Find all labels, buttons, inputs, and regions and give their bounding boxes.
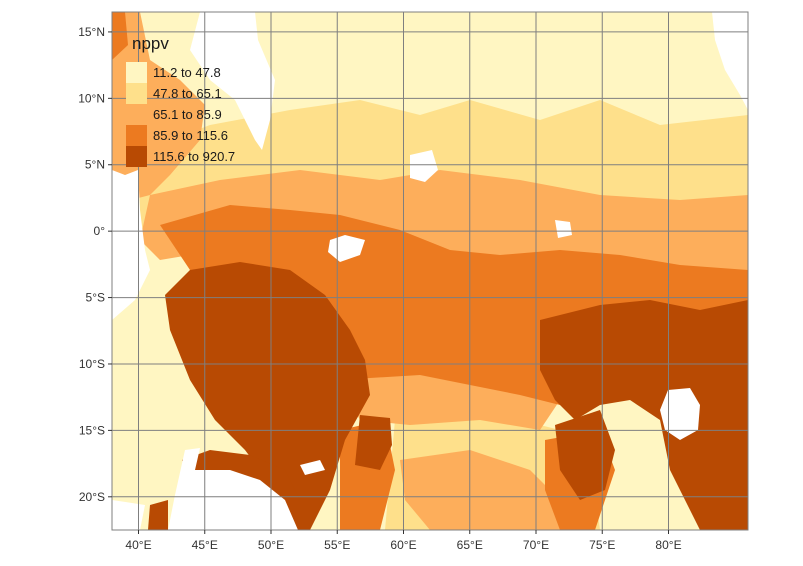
y-axis-tick-label: 15°S: [79, 423, 105, 437]
x-axis-tick-label: 50°E: [258, 538, 284, 552]
nppv-class-5-region: [355, 415, 392, 470]
map-axes: 40°E 45°E 50°E 55°E 60°E 65°E 70°E 75°E 80°E 15°N…: [78, 25, 681, 552]
legend-swatch: [126, 104, 147, 125]
chagos-land-mask: [555, 220, 572, 238]
legend-title: nppv: [132, 34, 169, 53]
x-axis-tick-label: 40°E: [125, 538, 151, 552]
x-axis-tick-label: 80°E: [655, 538, 681, 552]
legend-swatch: [126, 146, 147, 167]
x-axis-tick-label: 55°E: [324, 538, 350, 552]
nppv-class-4-region: [112, 12, 128, 60]
legend-item: 85.9 to 115.6: [126, 125, 235, 146]
legend-item: 65.1 to 85.9: [126, 104, 235, 125]
x-axis-tick-label: 65°E: [457, 538, 483, 552]
legend-label: 115.6 to 920.7: [153, 149, 236, 164]
nppv-class-5-region: [540, 300, 748, 530]
nppv-class-5-region: [555, 410, 615, 500]
legend-item: 115.6 to 920.7: [126, 146, 235, 167]
nppv-raster: [112, 12, 748, 530]
mascarene-land-mask: [300, 460, 325, 475]
legend-swatch: [126, 125, 147, 146]
y-axis-tick-label: 5°N: [85, 158, 105, 172]
legend-item: 47.8 to 65.1: [126, 83, 235, 104]
arabia-horn-land-mask: [190, 12, 275, 150]
y-axis-tick-label: 10°S: [79, 357, 105, 371]
legend-label: 85.9 to 115.6: [153, 128, 228, 143]
legend-swatch: [126, 83, 147, 104]
nppv-class-5-region: [148, 500, 168, 530]
legend-label: 47.8 to 65.1: [153, 86, 222, 101]
legend: nppv 11.2 to 47.8 47.8 to 65.1 65.1 to 85.…: [126, 34, 235, 167]
legend-label: 11.2 to 47.8: [153, 65, 221, 80]
legend-items: 11.2 to 47.8 47.8 to 65.1 65.1 to 85.9 85.9…: [126, 62, 235, 167]
nppv-class-3-region: [340, 360, 560, 430]
x-axis-tick-label: 60°E: [390, 538, 416, 552]
madagascar-land-mask: [168, 448, 298, 530]
australia-land-mask: [660, 388, 700, 440]
legend-label: 65.1 to 85.9: [153, 107, 222, 122]
maldives-land-mask: [410, 150, 438, 182]
nppv-class-3-region: [400, 450, 575, 530]
y-axis-tick-label: 5°S: [86, 291, 105, 305]
y-axis-tick-label: 0°: [94, 224, 106, 238]
x-axis-tick-label: 45°E: [192, 538, 218, 552]
indian-subcontinent-land-mask: [712, 12, 748, 110]
madagascar-coast-mask: [112, 500, 145, 530]
africa-land-mask: [112, 170, 150, 320]
x-axis-tick-label: 70°E: [523, 538, 549, 552]
map-frame: [111, 11, 749, 531]
graticule: [112, 12, 748, 530]
y-axis-tick-label: 15°N: [78, 25, 105, 39]
x-axis-tick-label: 75°E: [589, 538, 615, 552]
y-axis-tick-label: 20°S: [79, 490, 105, 504]
legend-item: 11.2 to 47.8: [126, 62, 235, 83]
legend-swatch: [126, 62, 147, 83]
y-axis-tick-label: 10°N: [78, 91, 105, 105]
